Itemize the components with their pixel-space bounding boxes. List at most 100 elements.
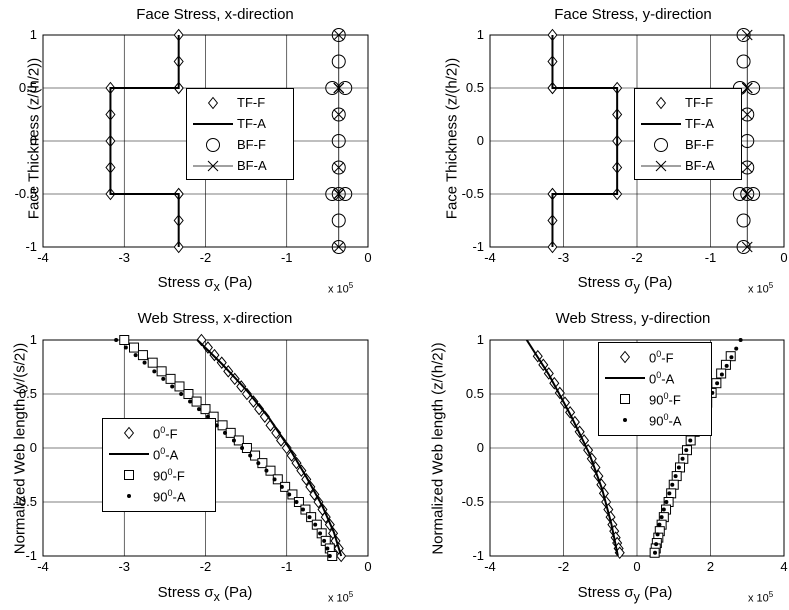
x-tick-label: -4 (37, 559, 49, 574)
y-tick-label: 0.5 (19, 386, 37, 401)
legend-label: TF-F (685, 95, 714, 110)
series-TF-A (109, 35, 180, 247)
legend-swatch (655, 96, 667, 110)
legend-marker (207, 160, 219, 172)
legend-entry: 00-A (599, 368, 711, 388)
data-point (655, 532, 660, 537)
data-point (307, 515, 312, 520)
legend-marker (127, 494, 131, 498)
data-point (313, 522, 318, 527)
x-axis-multiplier: x 105 (328, 590, 354, 605)
data-point (301, 473, 312, 486)
data-point (205, 414, 210, 419)
legend-swatch (619, 350, 631, 364)
x-tick-label: -2 (200, 250, 212, 265)
y-tick-label: -1 (25, 548, 37, 563)
legend-marker (207, 96, 219, 110)
x-axis-multiplier: x 105 (748, 281, 774, 296)
data-point (333, 29, 345, 41)
x-axis-multiplier: x 105 (328, 281, 354, 296)
legend-swatch (123, 426, 135, 440)
data-point (248, 395, 259, 408)
x-tick-label: -4 (37, 250, 49, 265)
data-point (738, 338, 743, 342)
legend-entry: BF-A (187, 156, 293, 176)
legend-label: BF-A (237, 158, 267, 173)
data-point (325, 546, 330, 551)
y-tick-label: 1 (30, 27, 37, 42)
legend-entry: 00-F (103, 423, 215, 443)
x-tick-label: -3 (118, 250, 130, 265)
legend-entry: BF-F (187, 135, 293, 155)
data-point (231, 438, 236, 443)
y-tick-label: 1 (477, 27, 484, 42)
data-point (174, 381, 185, 392)
data-point (333, 82, 345, 94)
series-line (109, 35, 180, 247)
x-axis-label: Stress σy (Pa) (577, 274, 673, 294)
data-point (736, 28, 751, 42)
legend-label: 900-A (153, 488, 186, 505)
data-point (741, 162, 753, 173)
legend-marker (655, 96, 667, 110)
legend: TF-F TF-A BF-F BF-A (634, 88, 742, 180)
data-point (114, 338, 119, 342)
legend-marker (623, 418, 627, 422)
data-point (165, 373, 176, 384)
legend-label: 900-F (153, 467, 185, 484)
legend-swatch (109, 453, 149, 455)
x-tick-label: -2 (631, 250, 643, 265)
y-tick-label: 0 (30, 133, 37, 148)
data-point (202, 341, 213, 354)
data-point (667, 491, 672, 496)
data-point (729, 355, 734, 360)
data-point (291, 456, 302, 470)
data-point (659, 515, 664, 520)
legend-label: 00-A (649, 370, 675, 387)
legend-swatch (193, 123, 233, 125)
legend-swatch (623, 418, 627, 422)
data-point (736, 213, 751, 228)
chart-title: Face Stress, y-direction (554, 6, 712, 23)
data-point (300, 504, 311, 515)
y-tick-label: 0.5 (466, 386, 484, 401)
legend-marker (123, 426, 135, 440)
y-tick-label: 0.5 (466, 80, 484, 95)
legend-marker (654, 138, 668, 152)
data-point (322, 538, 327, 543)
legend-entry: 900-A (599, 410, 711, 430)
data-point (271, 426, 282, 440)
legend-label: 00-A (153, 446, 179, 463)
y-tick-label: -1 (472, 239, 484, 254)
x-tick-label: 4 (780, 559, 787, 574)
chart-title: Web Stress, y-direction (555, 310, 711, 327)
y-tick-label: 0.5 (19, 80, 37, 95)
data-point (123, 345, 128, 350)
legend-label: 00-F (649, 349, 674, 366)
legend-entry: TF-A (187, 114, 293, 134)
x-tick-label: 0 (364, 559, 371, 574)
x-tick-label: -4 (484, 250, 496, 265)
legend-entry: TF-A (635, 114, 741, 134)
data-point (318, 531, 323, 536)
data-point (333, 109, 345, 120)
y-tick-label: -1 (25, 239, 37, 254)
data-point (156, 366, 167, 377)
data-point (179, 392, 184, 396)
y-tick-label: 1 (477, 332, 484, 347)
y-tick-label: 0 (477, 133, 484, 148)
x-axis-label: Stress σy (Pa) (577, 584, 673, 604)
x-tick-label: 0 (633, 559, 640, 574)
legend-label: TF-A (237, 116, 266, 131)
data-point (248, 453, 253, 458)
data-point (170, 384, 175, 389)
data-point (133, 353, 138, 358)
data-point (333, 162, 345, 173)
data-point (724, 363, 729, 368)
series-BF-A (333, 29, 345, 253)
data-point (188, 399, 193, 404)
legend-swatch (127, 494, 131, 498)
data-point (272, 477, 277, 482)
y-tick-label: 0 (477, 440, 484, 455)
data-point (281, 441, 292, 455)
